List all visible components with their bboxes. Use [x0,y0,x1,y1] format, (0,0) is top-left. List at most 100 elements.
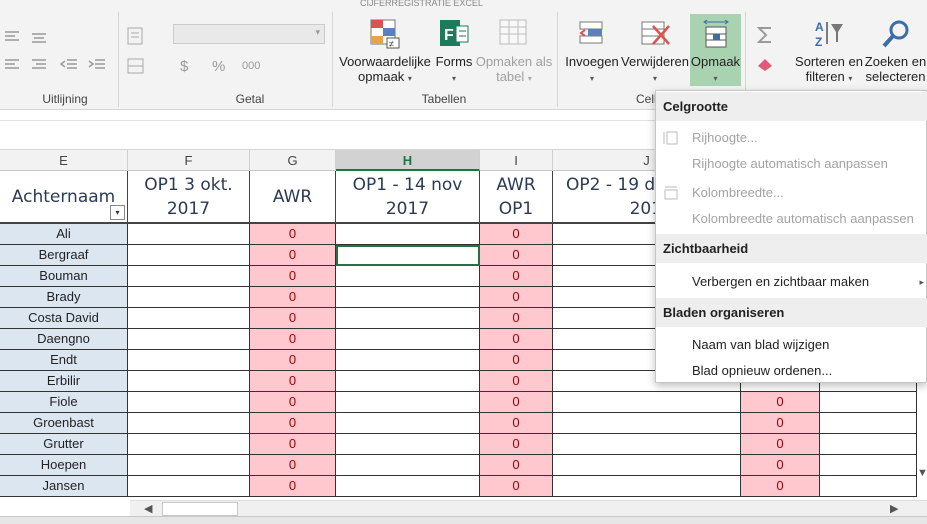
cell-l[interactable] [820,434,917,455]
align-top-center-icon[interactable] [30,30,48,44]
column-header-i[interactable]: I [480,150,553,171]
cell-i[interactable]: 0 [480,371,553,392]
cell-h[interactable] [336,476,480,497]
cell-f[interactable] [128,350,250,371]
cell-h[interactable] [336,266,480,287]
scroll-left-icon[interactable]: ◀ [144,503,153,515]
cell-f[interactable] [128,245,250,266]
cell-g[interactable]: 0 [250,287,336,308]
column-header-e[interactable]: E [0,150,128,171]
cell-i[interactable]: 0 [480,476,553,497]
cell-h[interactable] [336,350,480,371]
format-button[interactable]: Opmaak ▾ [690,14,741,86]
cell-g[interactable]: 0 [250,371,336,392]
cell-f[interactable] [128,329,250,350]
cell-k[interactable]: 0 [741,476,820,497]
cell-i[interactable]: 0 [480,266,553,287]
scroll-thumb[interactable] [162,502,238,516]
cell-name[interactable]: Ali [0,224,128,245]
cell-h[interactable] [336,413,480,434]
wrap-text-icon[interactable] [126,26,146,46]
cell-l[interactable] [820,455,917,476]
cell-h[interactable] [336,455,480,476]
forms-button[interactable]: F Forms ▾ [434,18,474,86]
cell-k[interactable]: 0 [741,455,820,476]
find-select-button[interactable]: Zoeken en selecteren ▾ [864,18,927,101]
align-right-icon[interactable] [30,58,48,72]
horizontal-scrollbar[interactable]: ◀ ▶ [130,500,927,516]
cell-g[interactable]: 0 [250,329,336,350]
column-header-f[interactable]: F [128,150,250,171]
cell-h[interactable] [336,287,480,308]
cell-f[interactable] [128,308,250,329]
cell-l[interactable] [820,476,917,497]
conditional-formatting-button[interactable]: ≠ Voorwaardelijke opmaak ▾ [336,18,434,86]
cell-i[interactable]: 0 [480,413,553,434]
cell-f[interactable] [128,434,250,455]
cell-g[interactable]: 0 [250,308,336,329]
menu-item-row-autofit[interactable]: Rijhoogte automatisch aanpassen [656,152,927,176]
cell-i[interactable]: 0 [480,455,553,476]
cell-name[interactable]: Groenbast [0,413,128,434]
filter-dropdown-icon[interactable]: ▾ [110,205,125,220]
column-header-h[interactable]: H [336,150,480,171]
cell-h[interactable] [336,308,480,329]
menu-item-column-width[interactable]: Kolombreedte... [656,181,927,205]
cell-i[interactable]: 0 [480,434,553,455]
header-cell-awr-op1[interactable]: AWR OP1 [480,171,553,222]
header-cell-op2[interactable]: OP2 - 19 de 201 [553,171,741,222]
cell-i[interactable]: 0 [480,287,553,308]
cell-g[interactable]: 0 [250,476,336,497]
format-as-table-button[interactable]: Opmaken als tabel ▾ [474,18,554,86]
column-header-g[interactable]: G [250,150,336,171]
cell-j[interactable] [553,476,741,497]
clear-eraser-icon[interactable] [756,56,776,72]
cell-g[interactable]: 0 [250,455,336,476]
cell-name[interactable]: Fiole [0,392,128,413]
cell-f[interactable] [128,455,250,476]
cell-j[interactable] [553,434,741,455]
cell-f[interactable] [128,392,250,413]
cell-g[interactable]: 0 [250,245,336,266]
cell-name[interactable]: Bouman [0,266,128,287]
header-cell-op1-okt[interactable]: OP1 3 okt. 2017 [128,171,250,222]
cell-name[interactable]: Jansen [0,476,128,497]
header-cell-awr[interactable]: AWR [250,171,336,222]
cell-g[interactable]: 0 [250,413,336,434]
scroll-down-icon[interactable]: ▼ [917,467,927,479]
decrease-indent-icon[interactable] [60,58,78,72]
cell-f[interactable] [128,371,250,392]
cell-l[interactable] [820,413,917,434]
cell-f[interactable] [128,476,250,497]
cell-k[interactable]: 0 [741,413,820,434]
cell-k[interactable]: 0 [741,434,820,455]
autosum-icon[interactable] [756,26,776,44]
align-left-icon[interactable] [4,58,22,72]
cell-i[interactable]: 0 [480,392,553,413]
thousands-button[interactable]: 000 [242,60,261,72]
cell-g[interactable]: 0 [250,224,336,245]
number-format-combo[interactable]: ▾ [173,24,325,44]
cell-h[interactable] [336,392,480,413]
cell-name[interactable]: Endt [0,350,128,371]
cell-h[interactable] [336,245,480,266]
cell-k[interactable]: 0 [741,392,820,413]
cell-h[interactable] [336,329,480,350]
cell-h[interactable] [336,434,480,455]
insert-button[interactable]: Invoegen ▾ [562,18,622,86]
currency-button[interactable]: $ [180,58,189,75]
delete-button[interactable]: Verwijderen ▾ [620,18,690,86]
cell-f[interactable] [128,266,250,287]
cell-name[interactable]: Brady [0,287,128,308]
menu-item-row-height[interactable]: Rijhoogte... [656,126,927,150]
cell-h[interactable] [336,371,480,392]
header-cell-achternaam[interactable]: Achternaam ▾ [0,171,128,222]
cell-name[interactable]: Bergraaf [0,245,128,266]
cell-i[interactable]: 0 [480,329,553,350]
scroll-right-icon[interactable]: ▶ [890,503,899,515]
cell-name[interactable]: Erbilir [0,371,128,392]
align-top-left-icon[interactable] [4,30,22,44]
cell-name[interactable]: Grutter [0,434,128,455]
menu-item-hide-unhide[interactable]: Verbergen en zichtbaar maken ▸ [656,270,927,294]
